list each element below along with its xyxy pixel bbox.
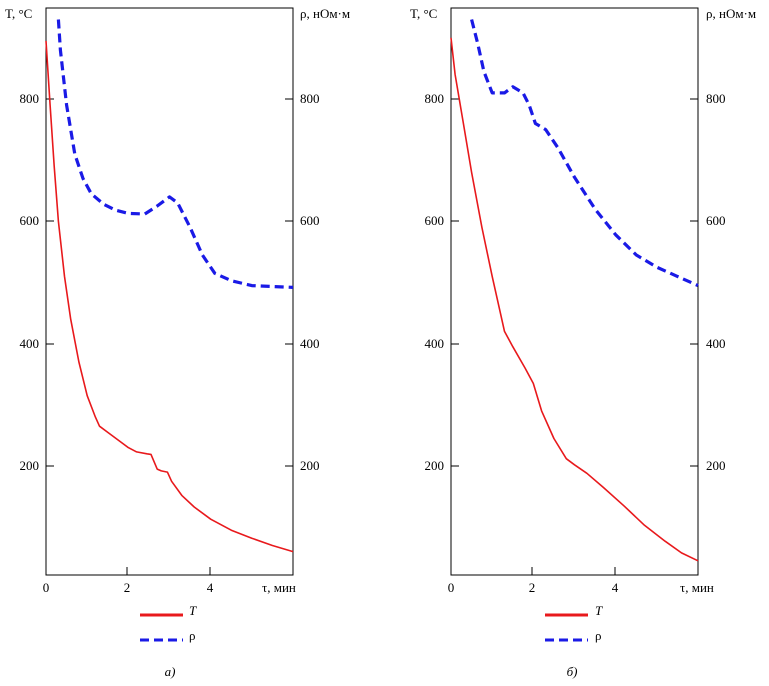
- legend-label-T: T: [595, 603, 603, 618]
- series-line-T: [450, 37, 699, 562]
- series-layer: [45, 19, 294, 553]
- y-tick-label-left: 400: [20, 336, 40, 351]
- y-left-ticks: 200 400 600 800: [20, 91, 54, 473]
- y-tick-label-right: 600: [300, 213, 320, 228]
- series-line-T: [45, 40, 294, 553]
- x-axis-label: τ, мин: [262, 580, 296, 595]
- y-tick-label-left: 200: [425, 458, 445, 473]
- y-tick-label-left: 200: [20, 458, 40, 473]
- y-tick-label-left: 600: [425, 213, 445, 228]
- y-tick-label-left: 600: [20, 213, 40, 228]
- y-left-ticks: 200 400 600 800: [425, 91, 459, 473]
- legend: T ρ: [545, 603, 603, 643]
- panel-label: а): [165, 664, 176, 679]
- x-axis-label: τ, мин: [680, 580, 714, 595]
- y-axis-label-right: ρ, нОм·м: [300, 6, 350, 21]
- y-tick-label-right: 400: [706, 336, 726, 351]
- x-tick-label: 4: [207, 580, 214, 595]
- x-tick-label: 0: [43, 580, 50, 595]
- y-tick-label-right: 400: [300, 336, 320, 351]
- y-axis-label-left: T, °C: [5, 6, 32, 21]
- y-right-ticks: 200 400 600 800: [690, 91, 726, 473]
- plot-frame: [450, 7, 699, 576]
- y-tick-label-right: 800: [300, 91, 320, 106]
- y-tick-label-left: 800: [20, 91, 40, 106]
- y-tick-label-right: 800: [706, 91, 726, 106]
- y-tick-label-right: 200: [706, 458, 726, 473]
- x-tick-label: 2: [124, 580, 131, 595]
- x-ticks: 0 2 4: [43, 567, 214, 595]
- legend-label-rho: ρ: [189, 628, 196, 643]
- y-tick-label-right: 600: [706, 213, 726, 228]
- legend: T ρ: [140, 603, 197, 643]
- panel-label: б): [567, 664, 578, 679]
- y-tick-label-left: 800: [425, 91, 445, 106]
- series-layer: [450, 19, 699, 562]
- y-axis-label-left: T, °C: [410, 6, 437, 21]
- legend-label-T: T: [189, 603, 197, 618]
- series-line-rho: [470, 19, 699, 288]
- chart-panel-b: 200 400 600 800 200 400 600 800 0 2 4 T,…: [410, 6, 756, 679]
- y-tick-label-right: 200: [300, 458, 320, 473]
- plot-frame: [45, 7, 294, 576]
- y-tick-label-left: 400: [425, 336, 445, 351]
- x-tick-label: 4: [612, 580, 619, 595]
- x-tick-label: 2: [529, 580, 536, 595]
- chart-panel-a: 200 400 600 800 200 400 600 800 0 2 4 T,…: [5, 6, 350, 679]
- y-axis-label-right: ρ, нОм·м: [706, 6, 756, 21]
- legend-label-rho: ρ: [595, 628, 602, 643]
- y-right-ticks: 200 400 600 800: [285, 91, 320, 473]
- series-line-rho: [56, 19, 294, 289]
- x-ticks: 0 2 4: [448, 567, 619, 595]
- x-tick-label: 0: [448, 580, 455, 595]
